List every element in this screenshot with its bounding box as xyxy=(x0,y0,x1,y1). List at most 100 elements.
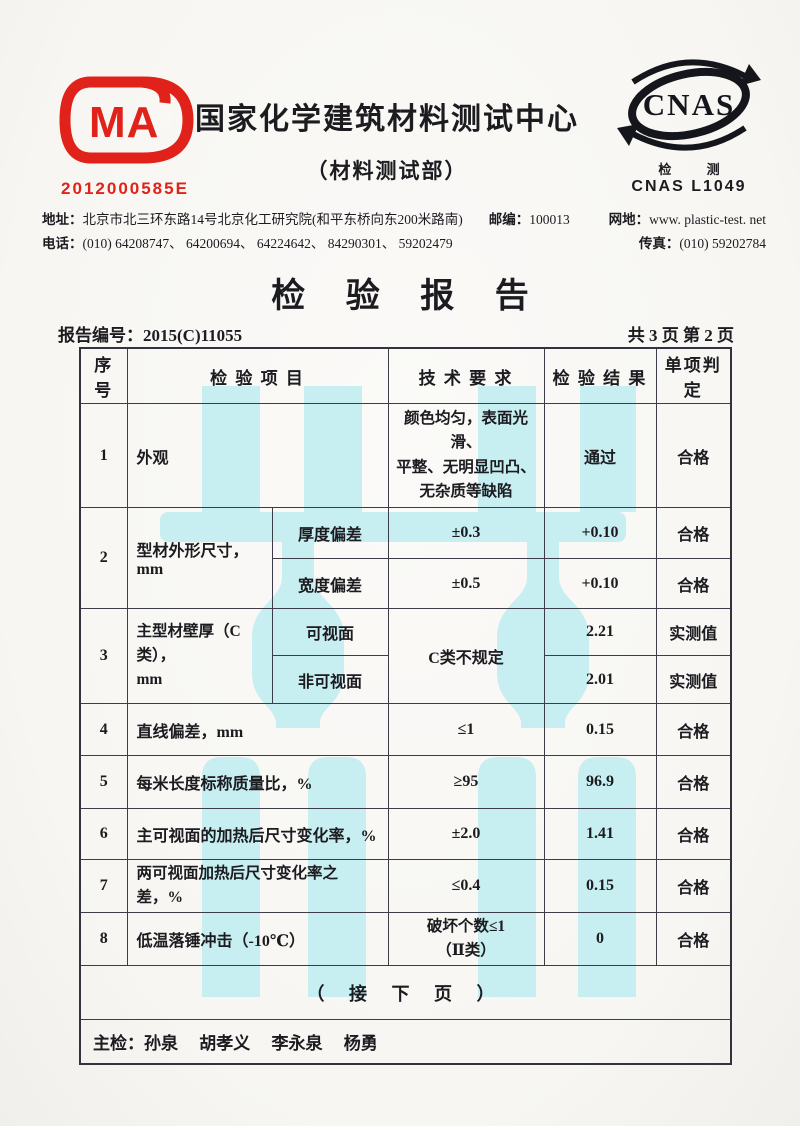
table-row-continued: （ 接 下 页 ） xyxy=(79,965,732,1021)
cnas-cert-type: 检 测 xyxy=(658,162,736,177)
row7-requirement: ≤0.4 xyxy=(387,858,545,914)
row5-verdict: 合格 xyxy=(655,755,732,809)
table-row-3a: 3 主型材壁厚（C类）， mm 可视面 C类不规定 2.21 实测值 xyxy=(79,608,732,704)
row2a-result: +0.10 xyxy=(543,507,657,559)
row4-result: 0.15 xyxy=(543,703,657,756)
row8-verdict: 合格 xyxy=(655,912,732,967)
row8-result: 0 xyxy=(543,912,657,967)
row1-verdict: 合格 xyxy=(655,403,732,508)
row7-no: 7 xyxy=(79,858,128,914)
web-line: 网地：www. plastic-test. net xyxy=(609,208,766,232)
row6-requirement: ±2.0 xyxy=(387,808,545,860)
row8-requirement: 破坏个数≤1 （Ⅱ类） xyxy=(387,912,545,967)
inspectors-line: 主检：孙泉 胡孝义 李永泉 杨勇 xyxy=(79,1019,732,1065)
row6-no: 6 xyxy=(79,808,128,860)
cma-certificate-number: 2012000585E xyxy=(61,179,189,198)
row5-result: 96.9 xyxy=(543,755,657,809)
table-row-inspectors: 主检：孙泉 胡孝义 李永泉 杨勇 xyxy=(79,1019,732,1065)
row3b-result: 2.01 xyxy=(543,655,657,704)
row2a-requirement: ±0.3 xyxy=(387,507,545,559)
cnas-logo-icon: CNAS xyxy=(617,59,761,151)
postcode-label: 邮编： xyxy=(488,212,530,227)
web-value: www. plastic-test. net xyxy=(649,212,766,227)
table-row-8: 8 低温落锤冲击（-10℃） 破坏个数≤1 （Ⅱ类） 0 合格 xyxy=(79,912,732,967)
row3b-subitem: 非可视面 xyxy=(271,655,389,704)
table-row-5: 5 每米长度标称质量比，% ≥95 96.9 合格 xyxy=(79,755,732,809)
row3a-verdict: 实测值 xyxy=(655,608,732,656)
row3b-verdict: 实测值 xyxy=(655,655,732,704)
row7-item: 两可视面加热后尺寸变化率之 差，% xyxy=(126,858,389,914)
row3-requirement: C类不规定 xyxy=(387,608,545,704)
row4-item: 直线偏差，mm xyxy=(126,703,389,756)
row3-no: 3 xyxy=(79,608,128,704)
table-row-4: 4 直线偏差，mm ≤1 0.15 合格 xyxy=(79,703,732,756)
department-name: （材料测试部） xyxy=(306,159,468,183)
fax-line: 传真：(010) 59202784 xyxy=(639,232,766,256)
col-header-result: 检 验 结 果 xyxy=(543,347,657,404)
address-label: 地址： xyxy=(42,212,83,227)
row6-item: 主可视面的加热后尺寸变化率，% xyxy=(126,808,389,860)
row2-item: 型材外形尺寸，mm xyxy=(126,507,273,609)
report-meta-row: 报告编号：2015(C)11055 共 3 页 第 2 页 xyxy=(58,321,734,346)
cnas-letters: CNAS xyxy=(643,87,735,122)
table-header-row: 序 号 检 验 项 目 技 术 要 求 检 验 结 果 单项判定 xyxy=(79,347,732,404)
row2a-verdict: 合格 xyxy=(655,507,732,559)
fax-label: 传真： xyxy=(638,236,680,251)
row1-item: 外观 xyxy=(126,403,389,508)
address-line: 地址：北京市北三环东路14号北京化工研究院(和平东桥向东200米路南) 邮编：10… xyxy=(42,208,570,232)
phone-label: 电话： xyxy=(42,236,83,251)
row7-verdict: 合格 xyxy=(655,858,732,914)
center-name: 国家化学建筑材料测试中心 xyxy=(195,103,579,136)
row2b-result: +0.10 xyxy=(543,558,657,609)
report-number-value: 2015(C)11055 xyxy=(143,326,243,345)
postcode-value: 100013 xyxy=(529,212,570,227)
row6-result: 1.41 xyxy=(543,808,657,860)
cma-letters: MA xyxy=(89,98,159,147)
report-pagination: 共 3 页 第 2 页 xyxy=(627,326,734,345)
cma-logo-block: MA 2012000585E xyxy=(50,70,200,199)
row1-requirement: 颜色均匀，表面光滑、 平整、无明显凹凸、 无杂质等缺陷 xyxy=(387,403,545,508)
table-row-2b: 宽度偏差 ±0.5 +0.10 合格 xyxy=(80,558,732,609)
row4-requirement: ≤1 xyxy=(387,703,545,756)
cma-logo-icon: MA xyxy=(59,76,194,164)
continued-note: （ 接 下 页 ） xyxy=(79,965,732,1021)
row3a-subitem: 可视面 xyxy=(271,608,389,656)
address-value: 北京市北三环东路14号北京化工研究院(和平东桥向东200米路南) xyxy=(82,212,463,227)
row2b-verdict: 合格 xyxy=(655,558,732,609)
row2b-requirement: ±0.5 xyxy=(387,558,545,609)
cnas-logo-block: CNAS 检 测 CNAS L1049 xyxy=(596,54,782,196)
row8-no: 8 xyxy=(79,912,128,967)
col-header-item: 检 验 项 目 xyxy=(126,347,389,404)
report-number-line: 报告编号：2015(C)11055 xyxy=(58,321,242,346)
row7-result: 0.15 xyxy=(543,858,657,914)
cnas-cert-number: CNAS L1049 xyxy=(631,178,747,195)
row3a-result: 2.21 xyxy=(543,608,657,656)
report-title: 检 验 报 告 xyxy=(271,278,545,315)
row2b-subitem: 宽度偏差 xyxy=(271,558,389,609)
row2a-subitem: 厚度偏差 xyxy=(271,507,389,559)
contact-block: 地址：北京市北三环东路14号北京化工研究院(和平东桥向东200米路南) 邮编：10… xyxy=(42,208,766,256)
row5-item: 每米长度标称质量比，% xyxy=(126,755,389,809)
row8-item: 低温落锤冲击（-10℃） xyxy=(126,912,389,967)
phone-values: (010) 64208747、 64200694、 64224642、 8429… xyxy=(82,236,453,251)
fax-value: (010) 59202784 xyxy=(679,236,766,251)
table-row-1: 1 外观 颜色均匀，表面光滑、 平整、无明显凹凸、 无杂质等缺陷 通过 合格 xyxy=(79,403,732,508)
org-title-block: 国家化学建筑材料测试中心 （材料测试部） xyxy=(182,94,592,185)
phone-line: 电话：(010) 64208747、 64200694、 64224642、 8… xyxy=(42,232,453,256)
table-row-6: 6 主可视面的加热后尺寸变化率，% ±2.0 1.41 合格 xyxy=(79,808,732,860)
row5-no: 5 xyxy=(79,755,128,809)
row4-no: 4 xyxy=(79,703,128,756)
inspection-results-table: 序 号 检 验 项 目 技 术 要 求 检 验 结 果 单项判定 1 外观 颜色… xyxy=(79,347,732,1065)
row3-item: 主型材壁厚（C类）， mm xyxy=(126,608,273,704)
table-row-7: 7 两可视面加热后尺寸变化率之 差，% ≤0.4 0.15 合格 xyxy=(79,858,732,914)
row6-verdict: 合格 xyxy=(655,808,732,860)
table-row-2a: 2 型材外形尺寸，mm 厚度偏差 ±0.3 +0.10 合格 xyxy=(79,507,732,609)
col-header-requirement: 技 术 要 求 xyxy=(387,347,545,404)
contact-row-phone: 电话：(010) 64208747、 64200694、 64224642、 8… xyxy=(42,232,766,256)
row1-no: 1 xyxy=(79,403,128,508)
row1-result: 通过 xyxy=(543,403,657,508)
col-header-verdict: 单项判定 xyxy=(655,347,732,404)
web-label: 网地： xyxy=(608,212,650,227)
contact-row-address: 地址：北京市北三环东路14号北京化工研究院(和平东桥向东200米路南) 邮编：10… xyxy=(42,208,766,232)
